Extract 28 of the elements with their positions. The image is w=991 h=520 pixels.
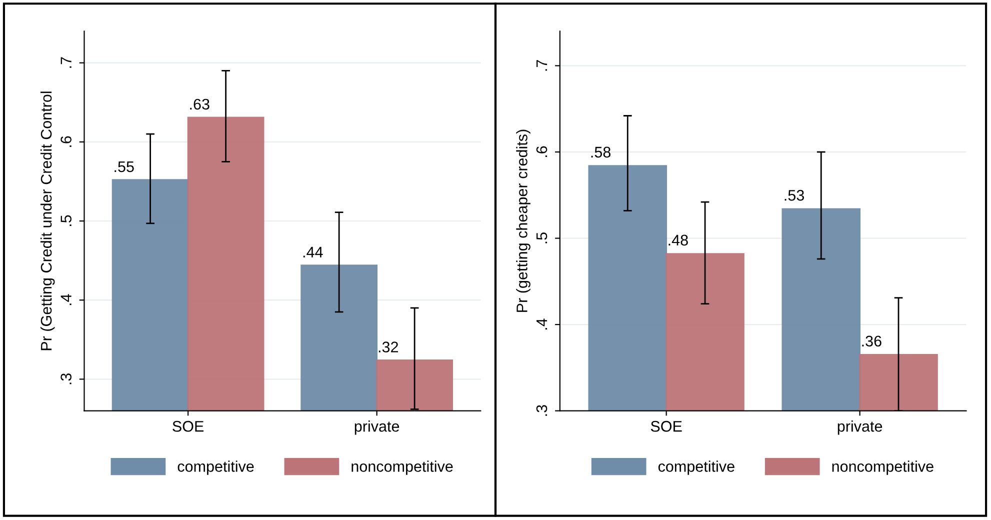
y-tick-label: .4 — [60, 294, 72, 306]
data-label: .48 — [668, 234, 688, 246]
y-tick-label: .6 — [536, 146, 548, 157]
y-tick-label: .3 — [60, 373, 72, 384]
y-axis-title: Pr (getting cheaper credits) — [516, 130, 530, 312]
legend-label: competitive — [658, 460, 734, 475]
y-tick-label: .7 — [60, 57, 72, 68]
y-tick-label: .5 — [536, 232, 548, 244]
legend-label: competitive — [178, 460, 254, 475]
data-label: .53 — [784, 190, 804, 201]
y-tick-label: .7 — [536, 60, 548, 71]
x-tick-label: private — [354, 420, 400, 435]
y-tick-label: .4 — [536, 318, 548, 330]
x-tick-label: SOE — [650, 420, 682, 432]
data-label: .55 — [114, 161, 134, 172]
data-label: .44 — [303, 246, 323, 258]
data-label: .58 — [591, 146, 610, 158]
data-label: .32 — [378, 342, 398, 352]
data-label: .63 — [190, 98, 210, 110]
legend-label: noncompetitive — [832, 460, 934, 475]
legend-label: noncompetitive — [352, 460, 453, 475]
x-tick-label: SOE — [172, 420, 204, 432]
data-label: .36 — [862, 336, 882, 347]
y-tick-label: .5 — [60, 215, 72, 226]
y-tick-label: .3 — [536, 405, 548, 416]
y-axis-title: Pr (Getting Credit under Credit Control — [40, 92, 55, 350]
y-tick-label: .6 — [60, 136, 72, 147]
x-tick-label: private — [838, 420, 882, 435]
